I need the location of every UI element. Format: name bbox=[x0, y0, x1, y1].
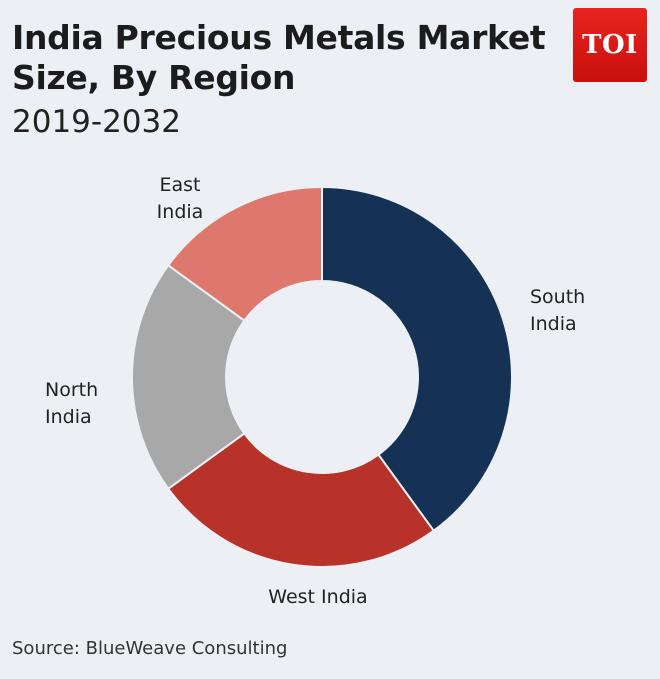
source-note: Source: BlueWeave Consulting bbox=[12, 638, 288, 659]
slice-south-india bbox=[321, 185, 513, 533]
slice-east-india bbox=[166, 185, 323, 322]
chart-subtitle: 2019-2032 bbox=[12, 104, 181, 140]
label-south-india: South India bbox=[530, 286, 585, 335]
slice-west-india bbox=[166, 432, 436, 568]
slice-labels: South India West India North India East India bbox=[45, 174, 585, 608]
chart-title: India Precious Metals Market Size, By Re… bbox=[12, 18, 546, 97]
label-north-india: North India bbox=[45, 379, 98, 428]
slice-north-india bbox=[131, 263, 246, 491]
label-east-india: East India bbox=[157, 174, 204, 223]
label-west-india: West India bbox=[268, 586, 367, 608]
donut-slices bbox=[131, 185, 513, 568]
donut-chart: South India West India North India East India bbox=[45, 174, 585, 608]
toi-logo: TOI bbox=[573, 8, 647, 82]
